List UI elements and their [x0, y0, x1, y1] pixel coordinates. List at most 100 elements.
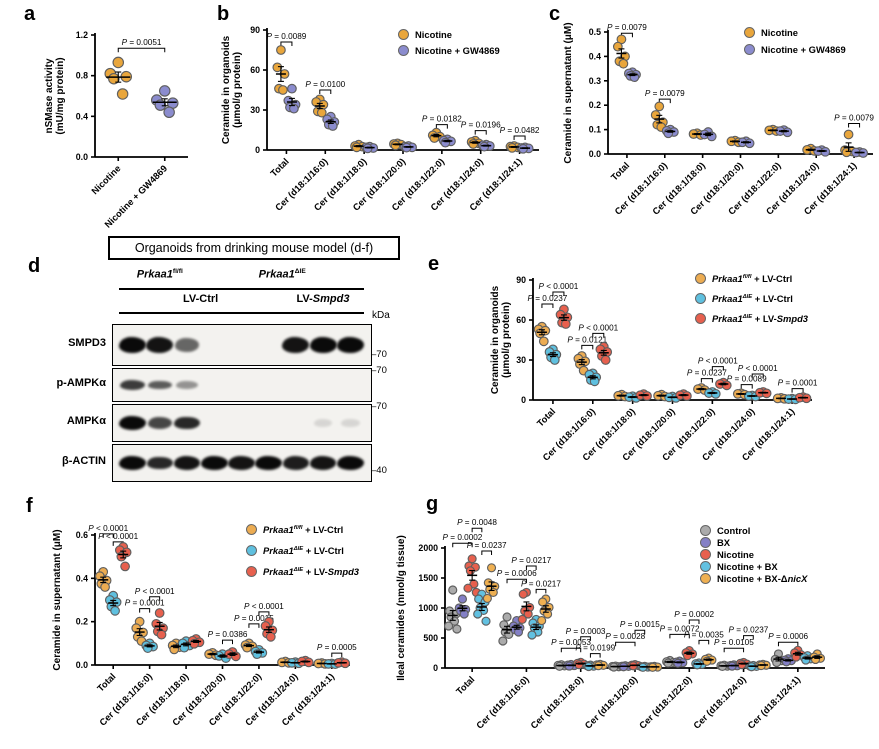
svg-text:0.6: 0.6	[76, 530, 88, 540]
blot-header-title: Organoids from drinking mouse model (d-f…	[108, 236, 400, 260]
legend-label: Nicotine + GW4869	[415, 44, 500, 56]
p-value-label: P = 0.0199	[575, 644, 615, 653]
p-value-label: P = 0.0482	[500, 126, 540, 135]
blot-band	[282, 456, 309, 470]
svg-text:90: 90	[250, 25, 260, 35]
legend-item: Prkaa1fl/fl + LV-Ctrl	[695, 268, 808, 288]
y-axis-label: Ileal ceramides (nmol/g tissue)	[396, 535, 407, 681]
p-value-label: P = 0.0079	[607, 23, 647, 32]
panel-letter-b: b	[217, 3, 230, 25]
legend-dot-icon	[700, 572, 711, 584]
blot-band	[282, 337, 310, 353]
blot-band	[309, 337, 337, 353]
legend-label: Prkaa1ΔIE + LV-Ctrl	[263, 545, 344, 556]
legend-item: Prkaa1fl/fl + LV-Ctrl	[246, 519, 359, 540]
blot-band	[173, 456, 201, 470]
p-value-label: P = 0.0005	[317, 643, 357, 652]
panel-f: f 0.0 0.2 0.4 0.6 Ceramide in supernatant (μ…	[0, 490, 425, 749]
svg-text:60: 60	[516, 315, 526, 325]
blot-band	[147, 380, 172, 390]
blot-genotype-label: Prkaa1fl/fl	[136, 268, 183, 281]
p-value-label: P = 0.0028	[605, 632, 645, 641]
p-value-label: P = 0.0182	[422, 115, 462, 124]
panel-g-plot: 0 500 1000 1500 2000 Ileal ceramides (nmol/g …	[396, 518, 826, 731]
blot-strip-β-ACTIN	[112, 444, 372, 482]
legend-item: Nicotine + BX	[700, 560, 807, 572]
y-axis-ticks: 0 30 60 90	[250, 25, 267, 155]
legend-item: Nicotine	[398, 26, 500, 42]
legend: Prkaa1fl/fl + LV-Ctrl Prkaa1ΔIE + LV-Ctrl…	[695, 268, 808, 328]
panel-b-plot: 0 30 60 90 Ceramide in organoids(μmol/g prot…	[221, 25, 540, 213]
legend-dot-icon	[246, 545, 257, 556]
blot-band	[340, 418, 360, 428]
svg-text:0.3: 0.3	[589, 76, 601, 86]
p-value-label: P = 0.0001	[125, 599, 165, 608]
blot-kda-marker: –70	[371, 365, 387, 376]
legend-dot-icon	[398, 28, 409, 40]
legend: Prkaa1fl/fl + LV-Ctrl Prkaa1ΔIE + LV-Ctrl…	[246, 519, 359, 582]
blot-kda-label: kDa	[372, 310, 390, 321]
svg-text:0.4: 0.4	[589, 51, 601, 61]
legend-label: Prkaa1ΔIE + LV-Ctrl	[712, 292, 793, 304]
p-value-label: P = 0.0003	[566, 627, 606, 636]
y-axis-label: Ceramide in supernatant (μM)	[52, 529, 63, 670]
blot-band	[227, 456, 255, 470]
blot-band	[175, 338, 199, 352]
p-value-label: P = 0.0015	[234, 614, 274, 623]
svg-text:0.0: 0.0	[589, 149, 601, 159]
svg-text:Cer (d18:1/24:1): Cer (d18:1/24:1)	[746, 674, 802, 730]
p-value-label: P = 0.0048	[457, 518, 497, 527]
svg-text:0.2: 0.2	[76, 617, 88, 627]
panel-a: a 0.0 0.4 0.8 1.2 nSMase activity(mU/mg prot…	[0, 2, 215, 230]
svg-text:0.4: 0.4	[76, 573, 88, 583]
svg-text:Total: Total	[95, 671, 117, 693]
mean-error-bars	[98, 550, 347, 665]
legend-item: Prkaa1ΔIE + LV-Smpd3	[695, 308, 808, 328]
blot-kda-marker: –70	[371, 401, 387, 412]
legend-dot-icon	[695, 312, 706, 324]
blot-kda-marker: –40	[371, 465, 387, 476]
significance-brackets: P = 0.0237 P < 0.0001 P = 0.0121 P < 0.0001…	[528, 282, 818, 393]
svg-text:nSMase activity(mU/mg protein): nSMase activity(mU/mg protein)	[44, 57, 66, 134]
data-points	[533, 304, 812, 405]
p-value-label: P = 0.0053	[551, 638, 591, 647]
legend-dot-icon	[700, 548, 711, 560]
svg-text:Ceramide in organoids(μmol/g p: Ceramide in organoids(μmol/g protein)	[221, 35, 243, 144]
blot-band	[174, 416, 200, 430]
significance-brackets: P = 0.0051	[117, 38, 166, 53]
svg-text:0: 0	[255, 145, 260, 155]
axes	[94, 33, 188, 158]
legend-item: Prkaa1ΔIE + LV-Ctrl	[246, 540, 359, 561]
svg-text:0: 0	[433, 663, 438, 673]
svg-text:0.1: 0.1	[589, 125, 601, 135]
blot-band	[147, 416, 173, 430]
y-axis-ticks: 0.0 0.2 0.4 0.6	[76, 530, 95, 670]
mean-error-bars	[447, 569, 823, 668]
blot-band	[336, 456, 364, 470]
svg-text:0: 0	[521, 395, 526, 405]
mean-error-bars	[106, 71, 177, 107]
p-value-label: P = 0.0002	[674, 610, 714, 619]
svg-text:Cer (d18:1/22:0): Cer (d18:1/22:0)	[637, 674, 693, 730]
blot-genotype-underline	[118, 288, 201, 290]
blot-row-label: β-ACTIN	[62, 455, 106, 467]
p-value-label: P < 0.0001	[98, 532, 138, 541]
blot-area: Prkaa1fl/fl Prkaa1ΔIE LV-Ctrl LV-Smpd3 kDa SM…	[8, 232, 400, 488]
legend-label: Prkaa1fl/fl + LV-Ctrl	[263, 524, 344, 535]
legend-dot-icon	[744, 44, 755, 55]
panel-c: c 0.0 0.1 0.2 0.3 0.4 0.5 Ceramide in supernat…	[545, 2, 879, 228]
p-value-label: P = 0.0237	[528, 294, 568, 303]
svg-text:Ceramide in organoids(μmol/g p: Ceramide in organoids(μmol/g protein)	[490, 285, 512, 394]
legend-item: Control	[700, 524, 807, 536]
p-value-label: P = 0.0105	[714, 638, 754, 647]
svg-text:Total: Total	[454, 674, 476, 696]
legend-item: Nicotine	[700, 548, 807, 560]
panel-e: e 0 30 60 90 Ceramide in organoids(μmol/g pr…	[400, 240, 879, 492]
panel-letter-f: f	[26, 495, 33, 517]
legend-item: Nicotine	[744, 24, 846, 41]
p-value-label: P = 0.0015	[620, 620, 660, 629]
